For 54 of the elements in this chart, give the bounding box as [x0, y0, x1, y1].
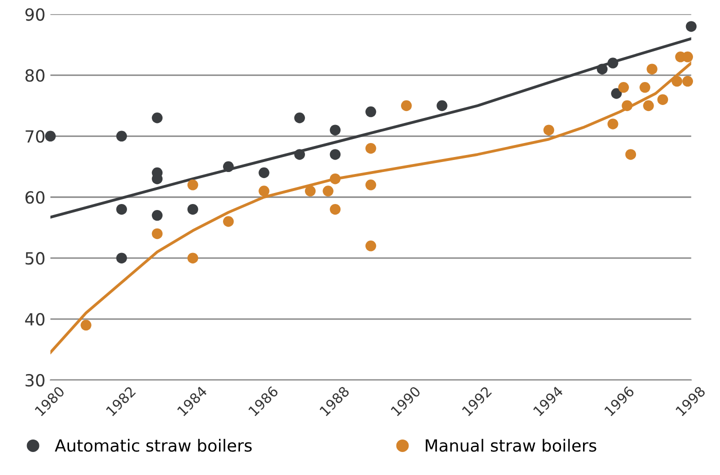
y-tick-label: 70 — [26, 130, 44, 143]
y-tick-label: 50 — [26, 252, 44, 265]
point — [45, 130, 56, 142]
point — [643, 100, 654, 112]
legend-label: Manual straw boilers — [426, 438, 596, 452]
point — [365, 106, 376, 118]
point — [401, 100, 412, 112]
point — [646, 64, 658, 74]
point — [657, 94, 668, 105]
point — [187, 180, 198, 190]
point — [223, 216, 234, 227]
point — [330, 124, 341, 136]
point — [640, 82, 650, 93]
point — [258, 186, 270, 196]
point — [608, 118, 618, 130]
point — [365, 142, 376, 154]
point — [365, 180, 376, 190]
point — [152, 112, 163, 124]
point — [330, 204, 341, 215]
point — [258, 167, 270, 178]
legend-label: Automatic straw boilers — [54, 438, 252, 452]
point — [187, 204, 198, 215]
y-tick-label: 80 — [25, 69, 44, 82]
point — [330, 149, 341, 160]
point — [304, 186, 316, 196]
y-tick-label: 90 — [25, 8, 44, 21]
line-series — [50, 37, 692, 219]
y-tick-label: 40 — [25, 313, 44, 326]
point — [622, 100, 632, 112]
point — [294, 112, 305, 124]
point — [618, 82, 629, 93]
point — [152, 210, 163, 221]
point — [116, 130, 127, 142]
point — [596, 64, 608, 74]
point — [672, 76, 682, 87]
point — [365, 240, 376, 252]
point — [608, 58, 618, 68]
point — [152, 228, 163, 240]
point — [80, 320, 92, 331]
point — [686, 21, 697, 32]
point — [223, 161, 234, 172]
point — [330, 173, 341, 184]
point — [682, 76, 694, 87]
point — [322, 186, 334, 196]
point — [116, 204, 127, 215]
point — [543, 124, 554, 136]
y-tick-label: 30 — [26, 374, 44, 387]
point — [625, 149, 636, 160]
point — [294, 149, 305, 160]
point — [611, 88, 622, 99]
point — [436, 100, 448, 112]
point — [116, 252, 127, 264]
point — [187, 252, 198, 264]
y-tick-label: 60 — [25, 191, 44, 204]
